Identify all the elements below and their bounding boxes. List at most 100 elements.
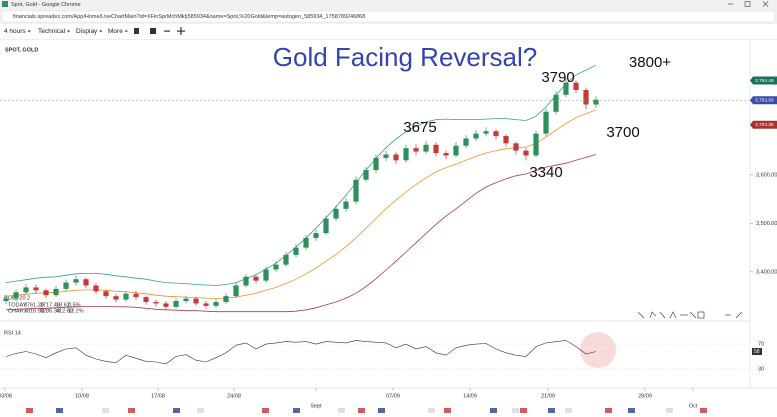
toolbar-icons[interactable] xyxy=(134,27,185,35)
candle-body xyxy=(463,138,469,146)
annotation: 3700 xyxy=(606,124,639,141)
candle-body xyxy=(503,136,509,144)
candle-body xyxy=(143,297,149,302)
bollinger-line xyxy=(5,154,597,313)
x-tick-label: 17/08 xyxy=(151,393,165,399)
y-tick-label: 3,500.00 xyxy=(756,221,777,227)
dropdown-arrow xyxy=(124,30,128,33)
info-cell: TODAY xyxy=(8,302,27,308)
annotation: 3790 xyxy=(541,69,574,86)
flag-icon xyxy=(700,408,707,413)
candle-body xyxy=(303,237,309,248)
candle-body xyxy=(83,279,89,286)
rsi-tag xyxy=(752,348,762,356)
flags xyxy=(26,408,707,413)
y-tick-label: 3,600.00 xyxy=(756,172,777,178)
x-tick-label: Sept xyxy=(310,403,322,409)
flag-icon xyxy=(128,408,135,413)
chart-title: Gold Facing Reversal? xyxy=(273,42,537,72)
candle-body xyxy=(483,131,489,134)
bollinger-line xyxy=(5,64,597,286)
info-cell: 3717.46 xyxy=(40,302,60,308)
price-tag-label: 3,703.36 xyxy=(755,122,774,128)
flag-icon xyxy=(293,408,300,413)
price-tag-label: 3,794.49 xyxy=(755,78,774,84)
dropdown-arrow xyxy=(67,30,71,33)
candle-body xyxy=(173,301,179,307)
url[interactable]: financials.spreadex.com/App/Home/LiveCha… xyxy=(13,14,365,20)
info-cell: 0.5% xyxy=(68,302,81,308)
candle-body xyxy=(283,254,289,265)
y-tick-label: 3,400.00 xyxy=(756,269,777,275)
flag-icon xyxy=(378,408,385,413)
info-cell: 3816.90 xyxy=(24,308,44,314)
candle-body xyxy=(473,133,479,139)
candle-body xyxy=(293,247,299,255)
candle-body xyxy=(243,276,249,286)
candle-body xyxy=(103,291,109,297)
flag-icon xyxy=(262,408,269,413)
window-title: Spot, Gold - Google Chrome xyxy=(11,2,81,8)
candle-body xyxy=(373,157,379,171)
candle-body xyxy=(183,298,189,302)
candle-body xyxy=(543,111,549,134)
candle-body xyxy=(423,144,429,152)
candle-body xyxy=(53,288,59,296)
rsi-line xyxy=(5,340,597,365)
candle-body xyxy=(3,298,9,302)
toolbar-menu[interactable]: More xyxy=(108,28,123,35)
annotation: 3340 xyxy=(529,164,562,181)
candle-body xyxy=(363,170,369,180)
toolbar-menu[interactable]: 4 hours xyxy=(4,28,26,35)
candle-body xyxy=(493,131,499,137)
candle-body xyxy=(263,269,269,281)
x-tick-label: 21/09 xyxy=(541,393,555,399)
candle-body xyxy=(583,89,589,105)
candle-body xyxy=(23,287,29,293)
candle-body xyxy=(93,285,99,292)
price-tag xyxy=(750,120,777,129)
candle-body xyxy=(233,285,239,297)
toolbar-menu[interactable]: Technical xyxy=(38,28,66,35)
flag-icon xyxy=(26,408,33,413)
candle-body xyxy=(163,303,169,307)
x-tick-label: Oct xyxy=(689,403,698,409)
window-controls[interactable] xyxy=(728,1,769,7)
candle-body xyxy=(533,133,539,156)
candle-body xyxy=(453,145,459,156)
dropdown-arrow xyxy=(99,30,103,33)
candle-body xyxy=(123,293,129,300)
flag-icon xyxy=(102,408,109,413)
candle-body xyxy=(113,296,119,300)
rsi-label: RSI 14 xyxy=(4,330,21,336)
x-tick-label: 14/09 xyxy=(463,393,477,399)
drawing-tools[interactable] xyxy=(637,311,743,319)
info-cell: 3761.20 xyxy=(24,302,44,308)
x-tick-label: 24/08 xyxy=(227,393,241,399)
candle-body xyxy=(413,148,419,152)
flag-icon xyxy=(548,408,555,413)
flag-icon xyxy=(197,408,204,413)
candle-body xyxy=(203,303,209,306)
toolbar-menu[interactable]: Display xyxy=(76,28,98,35)
candle-body xyxy=(513,143,519,151)
candle-body xyxy=(593,99,599,105)
bollinger-line xyxy=(5,109,597,300)
candle-body xyxy=(403,148,409,161)
address-bar[interactable] xyxy=(1,10,776,23)
rsi-tag-label: 58 xyxy=(754,349,760,355)
y-tick-label: 70 xyxy=(758,342,764,348)
x-tick-label: 28/09 xyxy=(638,393,652,399)
candle-body xyxy=(393,154,399,161)
x-tick-label: 03/08 xyxy=(0,393,12,399)
flag-icon xyxy=(512,408,519,413)
flag-icon xyxy=(666,408,673,413)
candle-body xyxy=(443,153,449,156)
candle-body xyxy=(223,296,229,302)
candle-body xyxy=(333,208,339,219)
flag-icon xyxy=(605,408,612,413)
info-cell: 12.2% xyxy=(68,308,84,314)
flag-icon xyxy=(520,408,527,413)
info-cell: CHART xyxy=(8,308,27,314)
